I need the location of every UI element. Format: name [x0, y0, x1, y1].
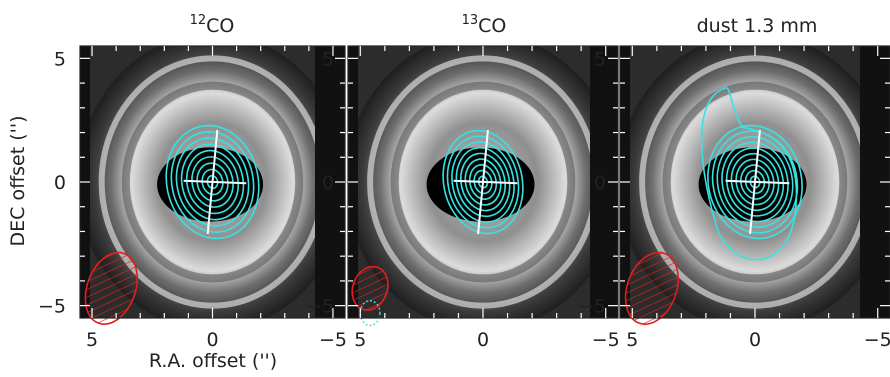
y-axis-title: DEC offset ('')	[7, 115, 29, 246]
contour-level	[170, 131, 255, 233]
contour-level	[196, 162, 229, 202]
contour-level	[749, 175, 761, 189]
contour-level	[468, 164, 498, 200]
x-tick-label: 0	[749, 329, 761, 351]
contour-level	[201, 168, 224, 196]
y-tick-label: −5	[38, 296, 66, 318]
x-tick-label: 5	[626, 329, 638, 351]
title-superscript: 13	[462, 13, 479, 28]
outer-ring	[639, 55, 860, 309]
panel-12co: 12CO 5 0 −5 5 0 −5	[38, 13, 347, 351]
x-tick-label: 5	[354, 329, 366, 351]
panel-title: 13CO	[462, 13, 507, 37]
contour-level	[744, 169, 766, 195]
contour-level	[711, 130, 799, 234]
minor-axis-line	[725, 179, 790, 185]
outer-ring	[98, 55, 315, 309]
x-tick-label: 5	[86, 329, 98, 351]
x-tick-label: 0	[206, 329, 218, 351]
ticks	[348, 46, 618, 318]
y-tick-label: 5	[54, 48, 66, 70]
contour-level	[460, 152, 506, 212]
contour-level	[451, 141, 515, 223]
contour-level	[716, 136, 794, 228]
contour-level	[191, 156, 234, 208]
major-axis-line	[206, 129, 219, 235]
gap-ring	[121, 81, 304, 283]
x-tick-label: −5	[319, 329, 347, 351]
title-main: CO	[478, 15, 506, 37]
contour-level	[725, 147, 785, 217]
contour-level	[206, 174, 219, 190]
contours	[442, 129, 524, 235]
y-tick-label: 0	[54, 172, 66, 194]
title-superscript: 12	[190, 13, 207, 28]
contour-level	[730, 152, 780, 212]
contour-level	[165, 124, 260, 240]
y-tick-label: 5	[594, 48, 606, 70]
panel-title: dust 1.3 mm	[697, 15, 818, 37]
y-tick-label: 5	[322, 48, 334, 70]
contour-level	[455, 146, 511, 218]
y-tick-label: −5	[578, 296, 606, 318]
x-tick-label: −5	[592, 329, 620, 351]
intensity-image	[358, 46, 590, 318]
outer-contour	[700, 87, 798, 261]
minor-axis-line	[453, 179, 518, 185]
ticks	[80, 46, 345, 318]
contour-level	[707, 124, 803, 240]
major-axis-line	[477, 129, 489, 235]
contour-level	[442, 129, 524, 235]
contour-level	[175, 137, 250, 227]
contour-level	[473, 169, 493, 195]
contour-level	[180, 143, 245, 221]
contour-level	[464, 158, 502, 206]
panel-13co: 13CO 5 0 −5 5 0 −5	[306, 13, 620, 351]
minor-axis-line	[183, 179, 247, 185]
y-tick-label: 0	[594, 172, 606, 194]
gap-ring	[390, 81, 576, 283]
contour-level	[735, 158, 775, 206]
gap-ring	[662, 81, 848, 283]
contours	[165, 124, 260, 240]
y-tick-label: −5	[306, 296, 334, 318]
panel-title: 12CO	[190, 13, 235, 37]
outer-ring	[367, 55, 590, 309]
x-tick-label: 0	[477, 329, 489, 351]
ticks	[620, 46, 890, 318]
major-axis-line	[749, 129, 761, 235]
contour-level	[721, 141, 789, 223]
beam-ellipse	[351, 265, 389, 311]
beam-ellipse-secondary	[359, 299, 381, 327]
contour-level	[740, 164, 770, 200]
panel-dust: dust 1.3 mm 5 0 −5 5 0 −5	[578, 15, 890, 351]
contour-level	[446, 135, 520, 229]
contours	[700, 87, 803, 261]
contour-level	[185, 149, 240, 215]
beam-ellipse	[624, 251, 680, 325]
x-axis-title: R.A. offset ('')	[149, 350, 277, 372]
beam-ellipse	[84, 251, 139, 325]
title-main: CO	[206, 15, 234, 37]
x-tick-label: −5	[864, 329, 890, 351]
y-tick-label: 0	[322, 172, 334, 194]
title-main: dust 1.3 mm	[697, 15, 818, 37]
